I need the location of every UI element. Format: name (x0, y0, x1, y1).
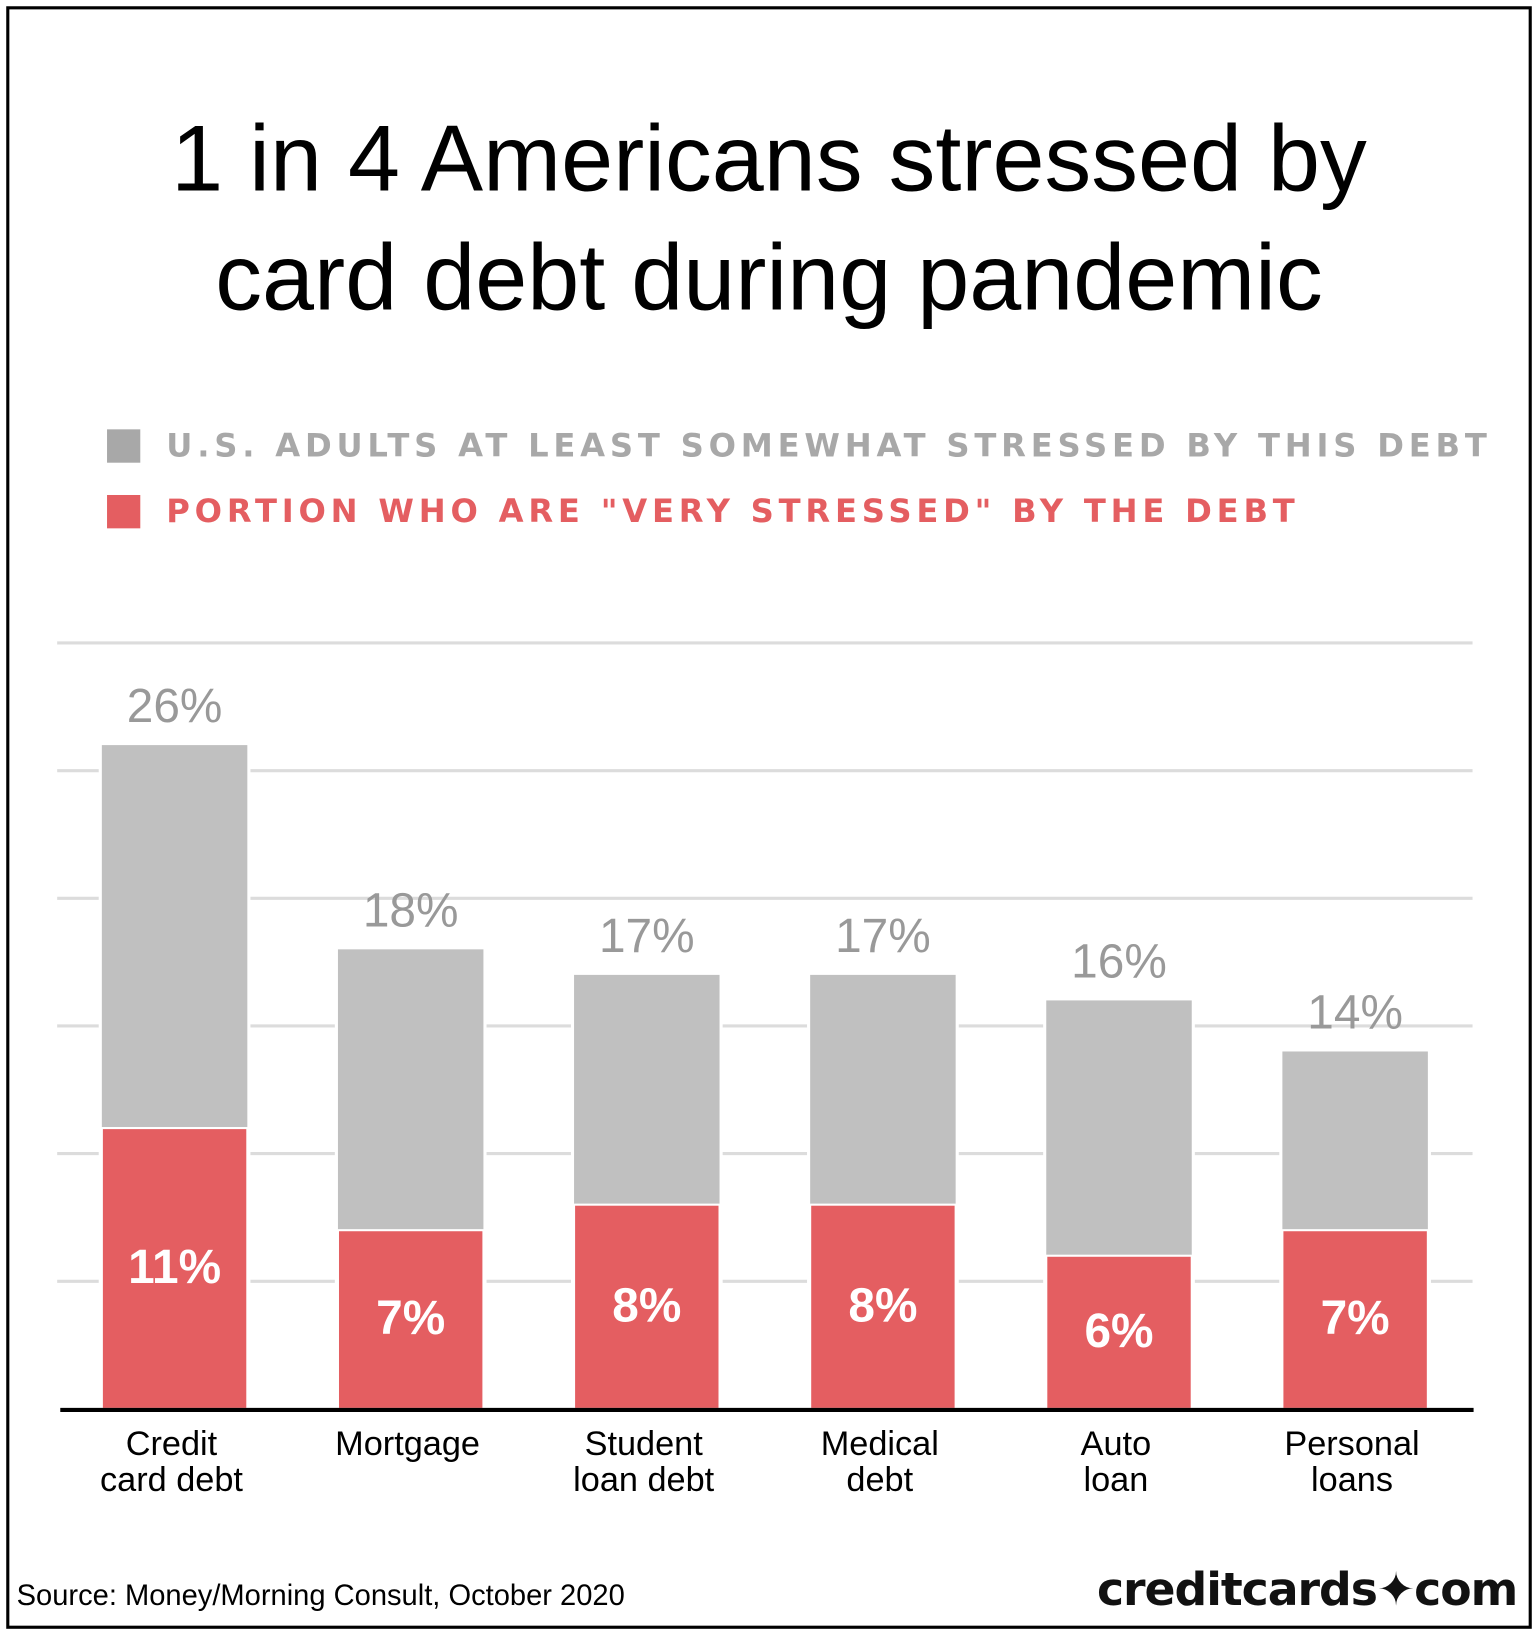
x-tick-label: Student (585, 1425, 704, 1463)
legend-item-somewhat-stressed: U.S. ADULTS AT LEAST SOMEWHAT STRESSED B… (107, 427, 1492, 465)
data-label-very-stressed: 6% (1084, 1305, 1153, 1358)
source-note: Source: Money/Morning Consult, October 2… (16, 1578, 625, 1612)
x-tick-label: loan debt (573, 1461, 715, 1499)
x-tick-label: Auto (1081, 1425, 1152, 1463)
chart-title-line-1: 1 in 4 Americans stressed by (171, 107, 1367, 212)
legend-label: U.S. ADULTS AT LEAST SOMEWHAT STRESSED B… (166, 427, 1492, 465)
data-label-total: 16% (1071, 935, 1167, 988)
legend-swatch-gray (107, 429, 141, 463)
x-tick-label: loan (1083, 1461, 1148, 1499)
data-label-very-stressed: 7% (1321, 1292, 1390, 1345)
chart-title-line-2: card debt during pandemic (215, 226, 1323, 331)
data-label-total: 26% (127, 680, 223, 733)
bar-very-stressed (100, 1127, 249, 1410)
bar-very-stressed (573, 1203, 721, 1410)
data-label-total: 18% (363, 884, 459, 937)
bar-very-stressed (1281, 1229, 1429, 1410)
data-label-very-stressed: 8% (612, 1279, 681, 1332)
legend-label: PORTION WHO ARE "VERY STRESSED" BY THE D… (166, 492, 1300, 531)
x-tick-label: Mortgage (335, 1425, 480, 1463)
x-tick-label: Personal (1284, 1425, 1419, 1463)
chart-border (6, 6, 1532, 1629)
data-label-total: 14% (1307, 986, 1403, 1039)
x-tick-label: Medical (821, 1425, 939, 1463)
legend-item-very-stressed: PORTION WHO ARE "VERY STRESSED" BY THE D… (107, 492, 1300, 531)
bar-very-stressed (809, 1203, 957, 1410)
x-tick-label: Credit (126, 1425, 218, 1463)
data-label-total: 17% (599, 910, 695, 963)
data-label-very-stressed: 11% (128, 1241, 221, 1294)
legend-swatch-red (107, 494, 141, 529)
x-tick-label: card debt (100, 1461, 243, 1499)
creditcards-logo: creditcards✦com (1096, 1563, 1518, 1617)
data-label-very-stressed: 8% (848, 1279, 917, 1332)
data-label-very-stressed: 7% (376, 1292, 445, 1345)
x-tick-label: loans (1311, 1461, 1393, 1499)
data-label-total: 17% (835, 910, 931, 963)
x-tick-label: debt (846, 1461, 913, 1499)
